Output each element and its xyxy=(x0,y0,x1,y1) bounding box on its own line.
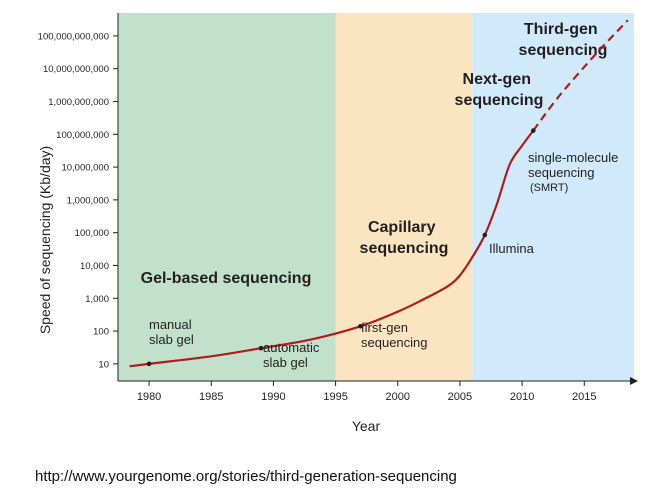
y-tick-label: 1,000,000,000 xyxy=(48,97,109,108)
y-tick-label: 100 xyxy=(93,327,109,338)
annotations: manual slab gel automatic slab gel first… xyxy=(149,150,622,370)
x-tick-label: 2000 xyxy=(386,391,410,403)
annotation-line: automatic xyxy=(263,340,320,355)
era-bands xyxy=(118,13,634,381)
milestone-point xyxy=(258,345,264,351)
annotation-line: (SMRT) xyxy=(530,182,568,194)
annotation-line: sequencing xyxy=(361,335,428,350)
x-axis-arrow xyxy=(630,377,638,385)
milestone-point xyxy=(358,323,363,329)
series-speed xyxy=(129,19,629,368)
x-tick-label: 2010 xyxy=(510,391,534,403)
annotation-automatic-slab-gel: automatic slab gel xyxy=(263,340,323,370)
axes xyxy=(117,13,638,385)
x-tick-label: 1995 xyxy=(323,391,347,403)
era-title-nextgen-line: sequencing xyxy=(455,92,544,109)
annotation-illumina: Illumina xyxy=(489,241,535,256)
era-title-capillary-line: sequencing xyxy=(360,240,449,257)
era-title-capillary: Capillary sequencing xyxy=(360,219,449,257)
era-title-thirdgen-line: sequencing xyxy=(519,42,608,59)
annotation-line: slab gel xyxy=(263,355,308,370)
series-line-projected xyxy=(532,19,629,132)
x-tick-label: 2015 xyxy=(572,391,596,403)
era-band-2 xyxy=(472,13,634,381)
annotation-manual-slab-gel: manual slab gel xyxy=(149,317,195,347)
y-tick-label: 1,000,000 xyxy=(67,195,109,206)
x-axis-label: Year xyxy=(352,418,381,434)
x-tick-label: 1985 xyxy=(199,391,223,403)
source-url: http://www.yourgenome.org/stories/third-… xyxy=(35,468,457,485)
era-title-nextgen: Next-gen sequencing xyxy=(455,71,544,109)
y-axis-label: Speed of sequencing (Kb/day) xyxy=(37,146,53,334)
x-tick-label: 1990 xyxy=(261,391,285,403)
x-tick-label: 2005 xyxy=(448,391,472,403)
era-title-gel: Gel-based sequencing xyxy=(141,270,312,287)
milestone-point xyxy=(146,361,152,367)
y-tick-label: 100,000,000,000 xyxy=(38,31,109,42)
era-title-capillary-line: Capillary xyxy=(368,219,436,236)
era-title-nextgen-line: Next-gen xyxy=(463,71,531,88)
era-band-1 xyxy=(335,13,473,381)
series-line-solid xyxy=(129,129,535,368)
y-tick-label: 10,000,000 xyxy=(61,163,109,174)
annotation-line: single-molecule xyxy=(528,150,618,165)
y-tick-label: 10,000 xyxy=(80,261,109,272)
annotation-smrt: single-molecule sequencing (SMRT) xyxy=(528,150,622,194)
y-tick-label: 1,000 xyxy=(85,294,109,305)
y-tick-label: 10,000,000,000 xyxy=(43,64,109,75)
y-tick-label: 10 xyxy=(98,359,109,370)
sequencing-speed-chart: Gel-based sequencing Capillary sequencin… xyxy=(37,13,638,434)
annotation-first-gen: first-gen sequencing xyxy=(361,320,428,350)
milestone-point xyxy=(530,128,536,133)
annotation-line: slab gel xyxy=(149,332,194,347)
era-titles: Gel-based sequencing Capillary sequencin… xyxy=(141,21,608,287)
y-tick-label: 100,000,000 xyxy=(56,130,109,141)
annotation-line: manual xyxy=(149,317,192,332)
milestone-markers xyxy=(146,128,536,367)
x-axis-ticks: 1980 1985 1990 1995 2000 2005 2010 2015 xyxy=(137,381,597,403)
milestone-point xyxy=(482,232,488,238)
era-band-0 xyxy=(118,13,336,381)
era-title-thirdgen: Third-gen sequencing xyxy=(519,21,608,59)
y-tick-label: 100,000 xyxy=(75,228,109,239)
era-title-thirdgen-line: Third-gen xyxy=(524,21,598,38)
annotation-line: sequencing xyxy=(528,165,595,180)
annotation-line: first-gen xyxy=(361,320,408,335)
annotation-line: Illumina xyxy=(489,241,535,256)
x-tick-label: 1980 xyxy=(137,391,161,403)
y-axis-ticks: 10 100 1,000 10,000 100,000 1,000,000 10,000,0… xyxy=(38,31,118,370)
